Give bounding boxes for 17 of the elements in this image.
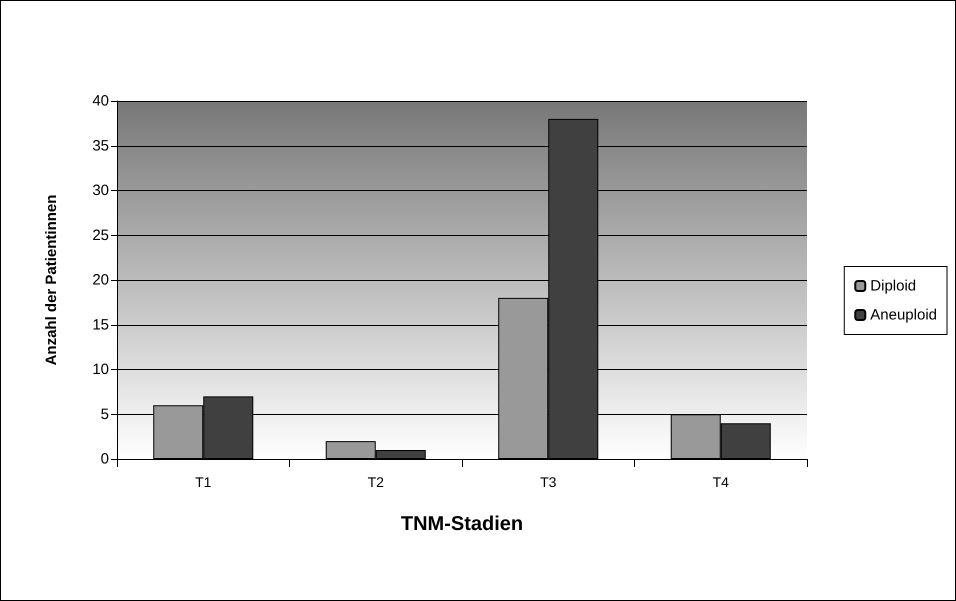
y-tick-label: 0: [100, 450, 109, 468]
y-tick-label: 30: [92, 182, 109, 199]
y-tick-label: 20: [92, 272, 109, 288]
x-tick-label: T1: [195, 474, 212, 490]
x-tick-label: T3: [540, 474, 557, 490]
y-tick-label: 5: [100, 406, 109, 423]
x-axis-title: TNM-Stadien: [400, 513, 524, 535]
y-tick-label: 25: [92, 226, 109, 244]
legend-label: Diploid: [870, 278, 916, 294]
y-axis-title: Anzahl der Patientinnen: [43, 194, 60, 366]
x-tick-label: T4: [712, 474, 730, 490]
y-tick-label: 40: [92, 92, 109, 110]
x-tick-label: T2: [368, 474, 384, 490]
y-tick-label: 35: [92, 137, 109, 154]
y-tick-label: 15: [92, 316, 109, 334]
legend-label: Aneuploid: [870, 306, 938, 324]
y-tick-label: 10: [92, 361, 109, 378]
